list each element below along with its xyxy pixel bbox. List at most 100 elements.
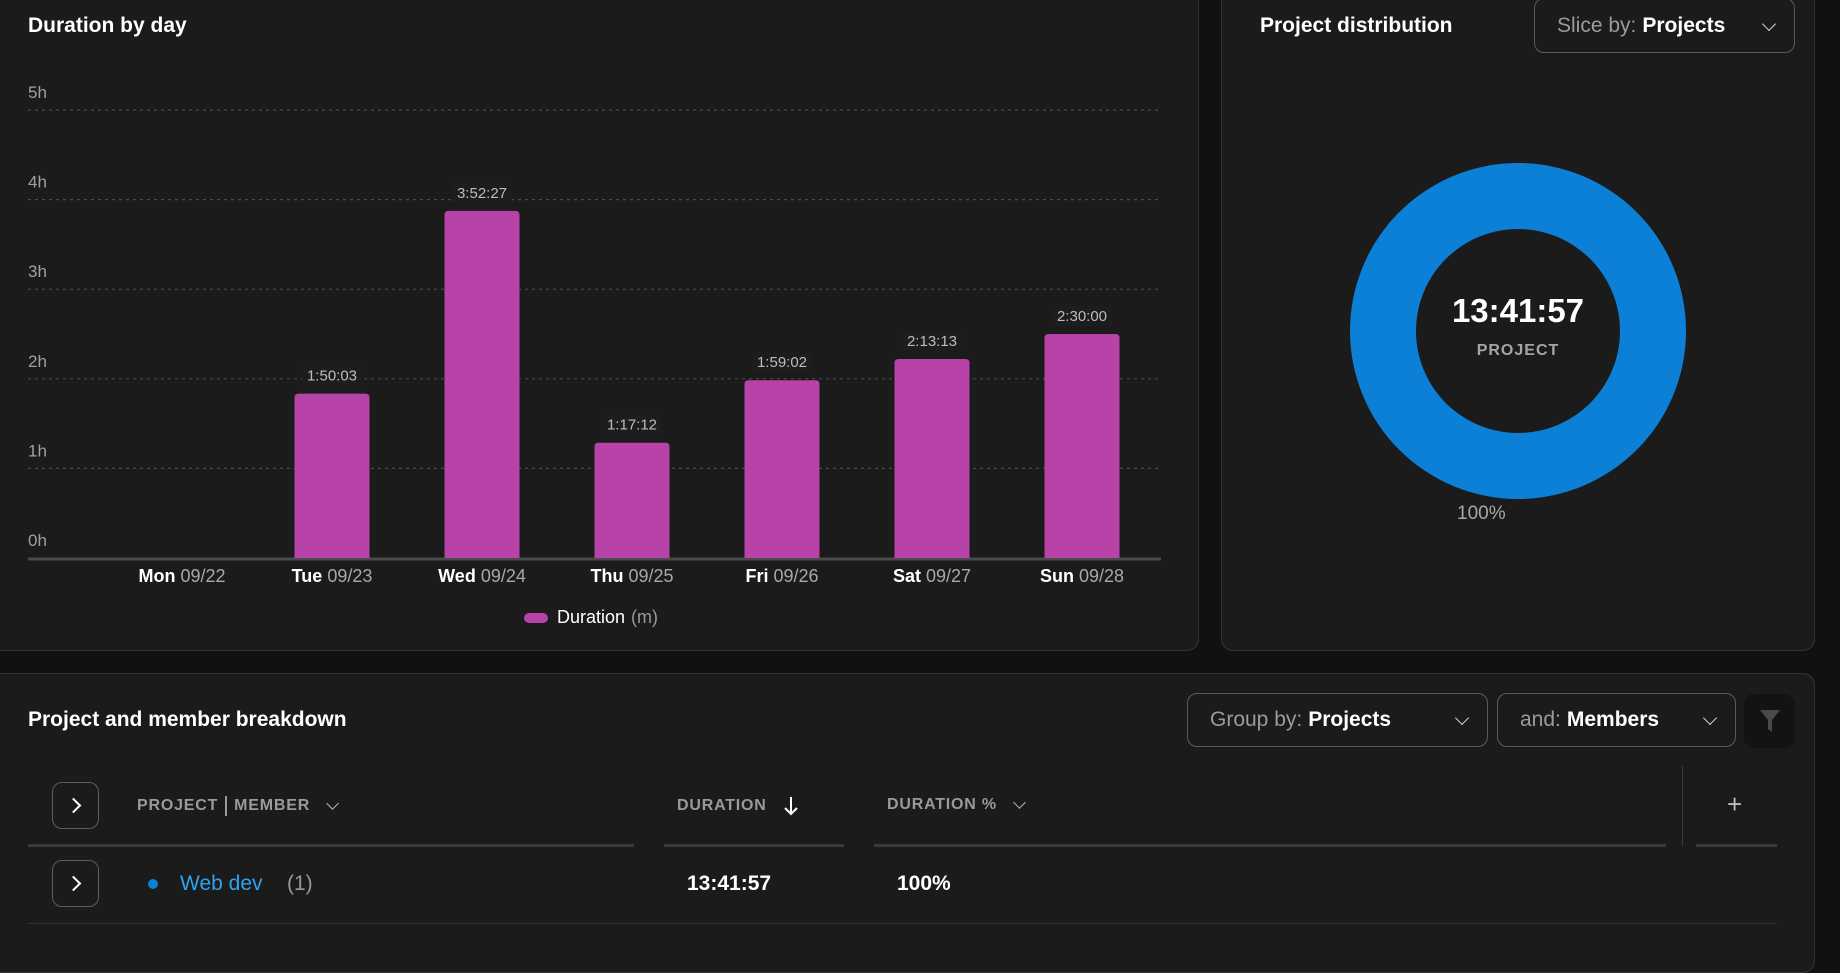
x-tick-day: Wed	[438, 566, 481, 586]
bar-value-label: 2:13:13	[907, 333, 957, 350]
x-tick-date: 09/22	[180, 566, 225, 586]
y-tick-label: 5h	[28, 83, 47, 102]
bar-value-label-bg	[302, 365, 362, 386]
column-underline	[28, 844, 634, 847]
column-duration-label: DURATION	[677, 797, 767, 814]
project-name-link[interactable]: Web dev	[180, 872, 263, 895]
slice-by-value: Projects	[1642, 13, 1726, 37]
bar-value-label-bg	[752, 352, 812, 373]
y-tick-label: 3h	[28, 262, 47, 281]
group-by-select[interactable]: Group by: Projects	[1187, 693, 1488, 747]
bar[interactable]	[894, 359, 970, 558]
row-divider	[28, 923, 1777, 924]
column-underline	[874, 844, 1666, 847]
chevron-down-icon	[1013, 795, 1026, 809]
duration-by-day-title: Duration by day	[28, 14, 187, 37]
legend-unit: (m)	[631, 607, 659, 627]
project-color-dot	[148, 879, 158, 889]
column-header-duration[interactable]: DURATION	[677, 796, 798, 816]
bar-value-label-bg	[902, 331, 962, 352]
x-tick-day: Tue	[292, 566, 328, 586]
x-tick-date: 09/26	[773, 566, 818, 586]
x-tick-label: Mon 09/22	[138, 566, 225, 586]
duration-bar-chart: 0h 1h 2h 3h 4h 5h 1:50:03 3:52:27 1:17:12 1:59:0…	[28, 83, 1161, 586]
bar-value-label-bg	[602, 414, 662, 435]
bar[interactable]	[294, 393, 370, 558]
project-distribution-card	[1221, 0, 1815, 651]
bar[interactable]	[744, 380, 820, 558]
column-header-duration-percent[interactable]: DURATION %	[887, 795, 1026, 814]
x-tick-date: 09/27	[926, 566, 971, 586]
row-duration-percent: 100%	[897, 872, 951, 895]
bar[interactable]	[594, 442, 670, 558]
legend-swatch	[524, 612, 548, 623]
donut-slice[interactable]	[1350, 163, 1686, 499]
and-by-value: Members	[1566, 708, 1660, 731]
column-underline	[1696, 844, 1777, 847]
y-tick-label: 0h	[28, 531, 47, 550]
and-by-select[interactable]: and: Members	[1497, 693, 1736, 747]
expand-row-button[interactable]	[52, 860, 99, 907]
slice-by-prefix: Slice by:	[1557, 13, 1637, 37]
project-distribution-title: Project distribution	[1260, 14, 1453, 37]
x-tick-label: Wed 09/24	[438, 566, 526, 586]
group-by-prefix: Group by:	[1210, 708, 1303, 731]
bar[interactable]	[444, 210, 520, 558]
add-column-button[interactable]: +	[1727, 789, 1743, 819]
bar-value-label: 2:30:00	[1057, 308, 1107, 325]
chevron-down-icon	[1761, 16, 1777, 31]
x-tick-date: 09/25	[628, 566, 673, 586]
slice-by-select[interactable]: Slice by: Projects	[1534, 0, 1795, 53]
x-tick-day: Sat	[893, 566, 926, 586]
y-tick-label: 1h	[28, 441, 47, 460]
bar-value-label: 1:50:03	[307, 368, 357, 385]
column-duration-percent-label: DURATION %	[887, 796, 997, 813]
filter-icon	[1759, 710, 1780, 732]
filter-button[interactable]	[1744, 694, 1795, 748]
column-member-label: MEMBER	[234, 797, 311, 814]
bar-value-label-bg	[452, 182, 512, 203]
chevron-right-icon	[65, 875, 82, 892]
column-divider	[1682, 766, 1683, 846]
sort-descending-arrow-icon	[783, 797, 798, 816]
donut-center-label: PROJECT	[1477, 342, 1560, 359]
x-tick-day: Sun	[1040, 566, 1079, 586]
donut-slice-percent: 100%	[1457, 503, 1506, 524]
x-tick-date: 09/24	[481, 566, 526, 586]
x-tick-label: Sat 09/27	[893, 566, 971, 586]
bar[interactable]	[1044, 334, 1120, 558]
x-tick-label: Sun 09/28	[1040, 566, 1124, 586]
legend-label: Duration	[557, 607, 626, 627]
x-tick-label: Fri 09/26	[745, 566, 818, 586]
x-tick-date: 09/28	[1079, 566, 1124, 586]
chevron-down-icon	[1702, 710, 1718, 726]
column-header-project-member[interactable]: PROJECT MEMBER	[137, 796, 339, 816]
column-underline	[664, 844, 844, 847]
project-member-count: (1)	[287, 872, 313, 895]
x-tick-day: Thu	[590, 566, 628, 586]
x-tick-day: Mon	[138, 566, 180, 586]
and-by-prefix: and:	[1520, 708, 1561, 731]
y-tick-label: 2h	[28, 352, 47, 371]
x-tick-label: Thu 09/25	[590, 566, 673, 586]
x-tick-day: Fri	[745, 566, 773, 586]
chevron-down-icon	[1454, 710, 1470, 726]
column-separator	[225, 796, 228, 816]
column-project-label: PROJECT	[137, 797, 219, 814]
donut-total: 13:41:57	[1452, 292, 1584, 329]
chevron-down-icon	[326, 796, 339, 810]
bar-value-label: 1:59:02	[757, 354, 807, 371]
project-donut-chart: 13:41:57 PROJECT	[1350, 163, 1686, 499]
row-duration: 13:41:57	[687, 872, 772, 895]
bar-value-label: 1:17:12	[607, 417, 657, 434]
y-tick-label: 4h	[28, 173, 47, 192]
chart-legend[interactable]: Duration (m)	[524, 607, 658, 628]
bar-value-label-bg	[1052, 306, 1112, 326]
bar-value-label: 3:52:27	[457, 185, 507, 202]
breakdown-title: Project and member breakdown	[28, 708, 347, 731]
group-by-value: Projects	[1308, 708, 1392, 731]
chevron-right-icon	[65, 797, 82, 814]
expand-all-button[interactable]	[52, 782, 99, 829]
x-tick-date: 09/23	[327, 566, 372, 586]
x-tick-label: Tue 09/23	[292, 566, 373, 586]
